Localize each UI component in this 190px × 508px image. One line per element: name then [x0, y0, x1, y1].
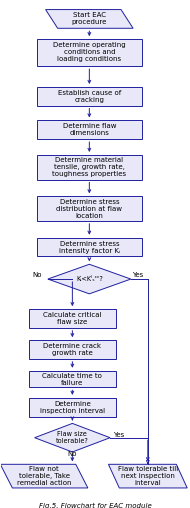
- Text: Flaw tolerable till
next inspection
interval: Flaw tolerable till next inspection inte…: [118, 466, 178, 486]
- FancyBboxPatch shape: [36, 155, 142, 179]
- Polygon shape: [48, 264, 131, 294]
- FancyBboxPatch shape: [29, 398, 116, 417]
- Text: Determine stress
distribution at flaw
location: Determine stress distribution at flaw lo…: [56, 199, 122, 218]
- Text: No: No: [32, 272, 42, 278]
- FancyBboxPatch shape: [29, 340, 116, 359]
- Text: Determine flaw
dimensions: Determine flaw dimensions: [63, 123, 116, 136]
- Polygon shape: [46, 10, 133, 28]
- FancyBboxPatch shape: [36, 196, 142, 221]
- FancyBboxPatch shape: [36, 120, 142, 139]
- Text: Yes: Yes: [132, 272, 143, 278]
- Text: Yes: Yes: [113, 432, 125, 438]
- Polygon shape: [35, 423, 110, 452]
- Polygon shape: [0, 464, 88, 488]
- Text: Kᵢ<Kᴵₛᶜᶜ?: Kᵢ<Kᴵₛᶜᶜ?: [76, 276, 103, 282]
- Text: Flaw size
tolerable?: Flaw size tolerable?: [56, 431, 89, 444]
- Text: Determine crack
growth rate: Determine crack growth rate: [43, 343, 101, 356]
- FancyBboxPatch shape: [36, 39, 142, 66]
- Text: Start EAC
procedure: Start EAC procedure: [72, 12, 107, 25]
- Text: Determine stress
intensity factor Kᵢ: Determine stress intensity factor Kᵢ: [59, 240, 120, 253]
- Text: No: No: [68, 451, 77, 457]
- Text: Determine
inspection interval: Determine inspection interval: [40, 401, 105, 414]
- Polygon shape: [108, 464, 187, 488]
- FancyBboxPatch shape: [36, 238, 142, 257]
- FancyBboxPatch shape: [29, 309, 116, 328]
- Text: Establish cause of
cracking: Establish cause of cracking: [58, 90, 121, 103]
- Text: Calculate time to
failure: Calculate time to failure: [42, 372, 102, 386]
- Text: Fig.5. Flowchart for EAC module: Fig.5. Flowchart for EAC module: [39, 503, 151, 508]
- Text: Calculate critical
flaw size: Calculate critical flaw size: [43, 312, 102, 325]
- Text: Determine material
tensile, growth rate,
toughness properties: Determine material tensile, growth rate,…: [52, 157, 126, 177]
- Text: Flaw not
tolerable, Take
remedial action: Flaw not tolerable, Take remedial action: [17, 466, 71, 486]
- FancyBboxPatch shape: [36, 87, 142, 106]
- Text: Determine operating
conditions and
loading conditions: Determine operating conditions and loadi…: [53, 43, 126, 62]
- FancyBboxPatch shape: [29, 371, 116, 388]
